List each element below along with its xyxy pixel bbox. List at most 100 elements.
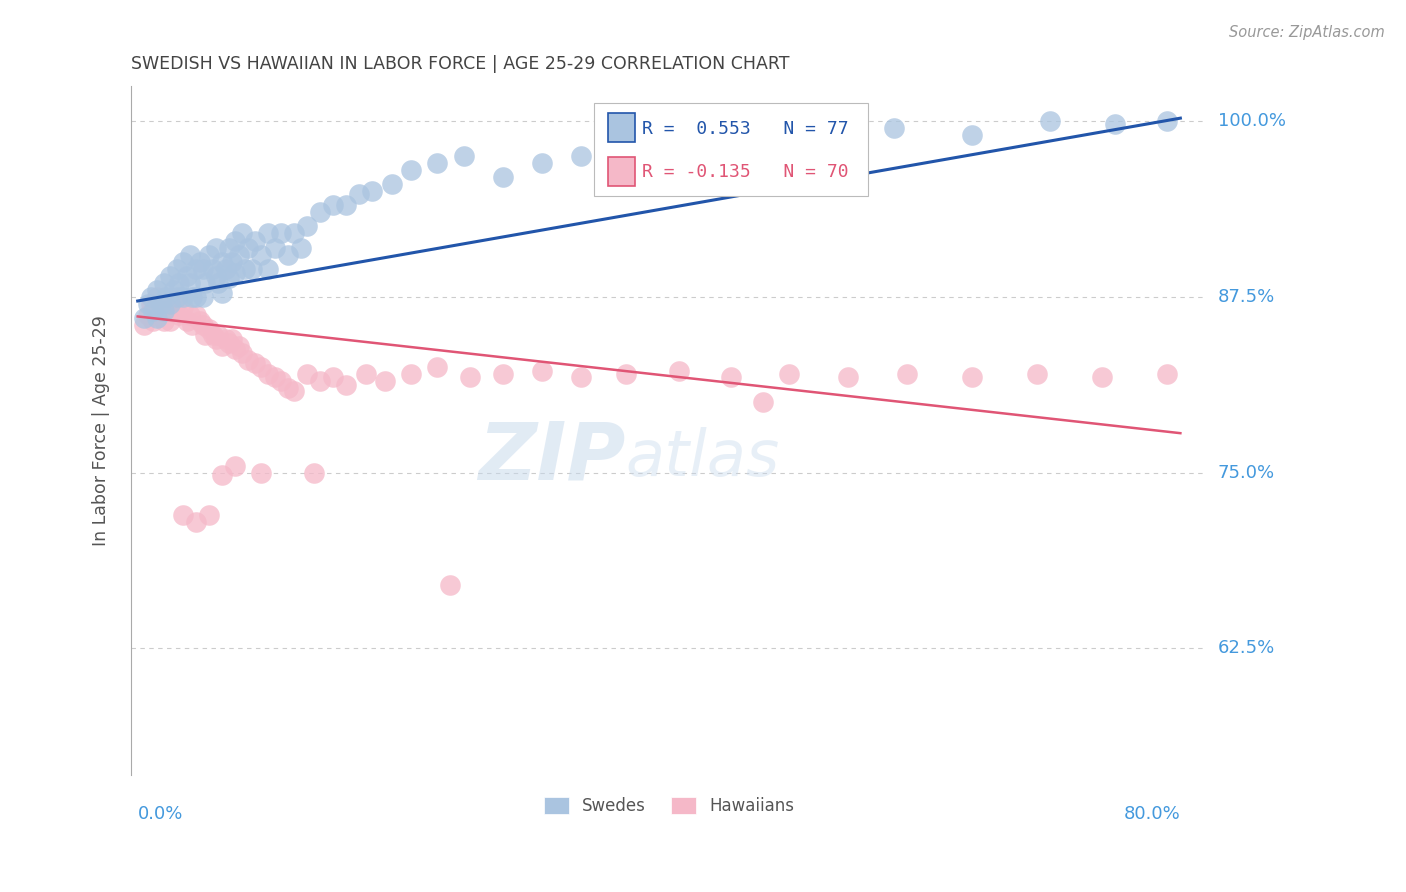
Point	[354, 367, 377, 381]
Point	[290, 241, 312, 255]
Point	[191, 290, 214, 304]
FancyBboxPatch shape	[607, 113, 636, 143]
Point	[1026, 367, 1049, 381]
Point	[231, 346, 253, 360]
Point	[186, 261, 208, 276]
Point	[221, 254, 243, 268]
Point	[302, 466, 325, 480]
Point	[250, 360, 273, 375]
Y-axis label: In Labor Force | Age 25-29: In Labor Force | Age 25-29	[93, 315, 110, 546]
Point	[155, 300, 177, 314]
Text: R = -0.135   N = 70: R = -0.135 N = 70	[643, 163, 849, 181]
Point	[1039, 114, 1062, 128]
Point	[295, 367, 318, 381]
Point	[426, 360, 449, 375]
Text: 80.0%: 80.0%	[1123, 805, 1181, 823]
Point	[142, 303, 165, 318]
Point	[277, 381, 299, 395]
Point	[381, 178, 404, 192]
Point	[569, 149, 592, 163]
Point	[224, 234, 246, 248]
Point	[198, 247, 221, 261]
Point	[163, 303, 186, 318]
Point	[361, 184, 384, 198]
Point	[169, 276, 191, 290]
Point	[453, 149, 475, 163]
Point	[960, 128, 983, 142]
Point	[439, 578, 461, 592]
Point	[191, 318, 214, 332]
Point	[263, 370, 285, 384]
Point	[146, 283, 169, 297]
Point	[309, 374, 332, 388]
Point	[349, 187, 371, 202]
Point	[283, 384, 305, 398]
Point	[194, 327, 217, 342]
Point	[176, 313, 198, 327]
Point	[188, 313, 211, 327]
Text: R =  0.553   N = 77: R = 0.553 N = 77	[643, 120, 849, 137]
Point	[257, 227, 280, 241]
Point	[207, 276, 229, 290]
Text: 100.0%: 100.0%	[1218, 112, 1285, 130]
Point	[257, 367, 280, 381]
Point	[1156, 114, 1178, 128]
Point	[139, 290, 162, 304]
Point	[159, 313, 181, 327]
Point	[205, 268, 228, 283]
Point	[335, 378, 357, 392]
Point	[322, 198, 344, 212]
Point	[233, 261, 256, 276]
Point	[401, 163, 423, 178]
Text: 0.0%: 0.0%	[138, 805, 183, 823]
Point	[134, 318, 156, 332]
Point	[224, 266, 246, 280]
Point	[205, 241, 228, 255]
Point	[150, 297, 173, 311]
Point	[179, 247, 201, 261]
Point	[146, 290, 169, 304]
Point	[186, 290, 208, 304]
Point	[309, 205, 332, 219]
Point	[458, 370, 481, 384]
Point	[179, 276, 201, 290]
Point	[215, 261, 238, 276]
Point	[243, 356, 266, 370]
Point	[218, 241, 240, 255]
Point	[169, 308, 191, 322]
Point	[146, 310, 169, 325]
Point	[191, 261, 214, 276]
Point	[172, 300, 194, 314]
Point	[172, 254, 194, 268]
Point	[283, 227, 305, 241]
Point	[218, 336, 240, 351]
Point	[322, 370, 344, 384]
Point	[205, 332, 228, 346]
Point	[152, 276, 174, 290]
Point	[740, 135, 762, 149]
Text: atlas: atlas	[626, 427, 780, 489]
Point	[159, 268, 181, 283]
Point	[250, 247, 273, 261]
Point	[211, 254, 233, 268]
Point	[960, 370, 983, 384]
Point	[752, 395, 775, 409]
Point	[1091, 370, 1114, 384]
Point	[172, 508, 194, 522]
Point	[215, 332, 238, 346]
Point	[163, 283, 186, 297]
Point	[804, 128, 827, 142]
Point	[491, 367, 513, 381]
Point	[211, 339, 233, 353]
Point	[277, 247, 299, 261]
Point	[159, 297, 181, 311]
Point	[778, 367, 800, 381]
Point	[621, 142, 644, 156]
FancyBboxPatch shape	[607, 157, 636, 186]
Point	[211, 468, 233, 483]
FancyBboxPatch shape	[593, 103, 868, 196]
Point	[202, 261, 225, 276]
Point	[243, 234, 266, 248]
Point	[179, 308, 201, 322]
Point	[181, 290, 204, 304]
